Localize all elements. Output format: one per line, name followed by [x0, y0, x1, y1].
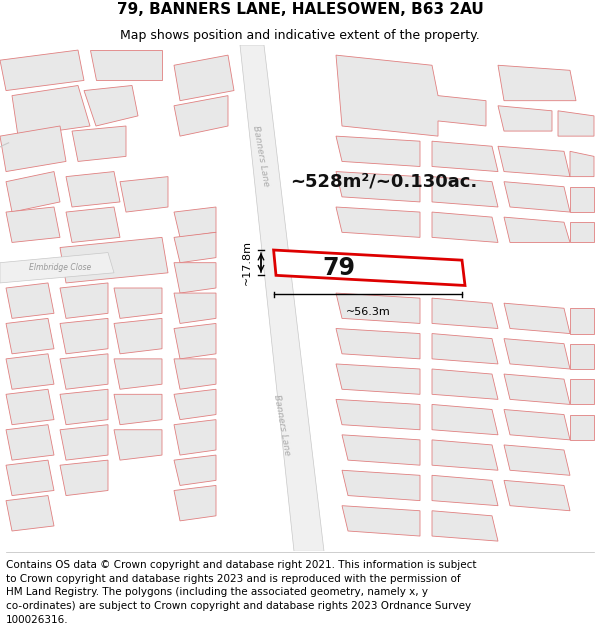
Polygon shape: [570, 414, 594, 440]
Polygon shape: [432, 404, 498, 435]
Polygon shape: [60, 238, 168, 283]
Polygon shape: [60, 318, 108, 354]
Polygon shape: [114, 288, 162, 318]
Polygon shape: [114, 359, 162, 389]
Polygon shape: [504, 217, 570, 242]
Polygon shape: [570, 344, 594, 369]
Polygon shape: [504, 445, 570, 475]
Polygon shape: [342, 435, 420, 465]
Polygon shape: [504, 409, 570, 440]
Polygon shape: [174, 486, 216, 521]
Polygon shape: [336, 55, 486, 136]
Polygon shape: [432, 511, 498, 541]
Polygon shape: [0, 126, 66, 171]
Polygon shape: [342, 506, 420, 536]
Text: 79, BANNERS LANE, HALESOWEN, B63 2AU: 79, BANNERS LANE, HALESOWEN, B63 2AU: [116, 2, 484, 18]
Polygon shape: [60, 283, 108, 318]
Polygon shape: [274, 250, 465, 286]
Polygon shape: [504, 182, 570, 212]
Polygon shape: [336, 329, 420, 359]
Polygon shape: [60, 460, 108, 496]
Polygon shape: [174, 262, 216, 293]
Polygon shape: [60, 354, 108, 389]
Text: ~17.8m: ~17.8m: [242, 240, 252, 285]
Polygon shape: [6, 496, 54, 531]
Polygon shape: [60, 425, 108, 460]
Polygon shape: [174, 293, 216, 324]
Polygon shape: [114, 394, 162, 425]
Polygon shape: [336, 207, 420, 238]
Polygon shape: [174, 389, 216, 419]
Polygon shape: [432, 475, 498, 506]
Polygon shape: [342, 470, 420, 501]
Polygon shape: [336, 171, 420, 202]
Polygon shape: [240, 45, 324, 551]
Polygon shape: [6, 318, 54, 354]
Polygon shape: [174, 207, 216, 238]
Text: co-ordinates) are subject to Crown copyright and database rights 2023 Ordnance S: co-ordinates) are subject to Crown copyr…: [6, 601, 471, 611]
Polygon shape: [90, 50, 162, 81]
Polygon shape: [6, 354, 54, 389]
Polygon shape: [174, 96, 228, 136]
Polygon shape: [432, 212, 498, 243]
Text: Banners Lane: Banners Lane: [272, 394, 292, 456]
Polygon shape: [336, 136, 420, 166]
Polygon shape: [570, 187, 594, 212]
Polygon shape: [570, 379, 594, 404]
Polygon shape: [498, 146, 570, 177]
Polygon shape: [6, 171, 60, 212]
Polygon shape: [432, 334, 498, 364]
Polygon shape: [6, 283, 54, 318]
Polygon shape: [336, 293, 420, 324]
Polygon shape: [498, 106, 552, 131]
Polygon shape: [498, 65, 576, 101]
Text: 79: 79: [323, 256, 355, 280]
Polygon shape: [174, 359, 216, 389]
Polygon shape: [504, 481, 570, 511]
Polygon shape: [174, 419, 216, 455]
Text: Elmbridge Close: Elmbridge Close: [29, 263, 91, 272]
Polygon shape: [504, 303, 570, 334]
Text: Contains OS data © Crown copyright and database right 2021. This information is : Contains OS data © Crown copyright and d…: [6, 560, 476, 570]
Text: ~56.3m: ~56.3m: [346, 307, 390, 317]
Polygon shape: [432, 298, 498, 329]
Text: 100026316.: 100026316.: [6, 614, 68, 624]
Polygon shape: [6, 389, 54, 425]
Polygon shape: [336, 399, 420, 430]
Polygon shape: [174, 55, 234, 101]
Polygon shape: [66, 207, 120, 242]
Polygon shape: [570, 151, 594, 177]
Polygon shape: [6, 460, 54, 496]
Polygon shape: [0, 50, 84, 91]
Text: ~528m²/~0.130ac.: ~528m²/~0.130ac.: [290, 173, 478, 191]
Polygon shape: [114, 318, 162, 354]
Text: HM Land Registry. The polygons (including the associated geometry, namely x, y: HM Land Registry. The polygons (includin…: [6, 588, 428, 598]
Polygon shape: [120, 177, 168, 212]
Polygon shape: [558, 111, 594, 136]
Polygon shape: [72, 126, 126, 161]
Polygon shape: [432, 440, 498, 470]
Polygon shape: [504, 374, 570, 404]
Polygon shape: [432, 141, 498, 171]
Polygon shape: [114, 430, 162, 460]
Polygon shape: [432, 369, 498, 399]
Polygon shape: [12, 86, 90, 136]
Polygon shape: [0, 253, 114, 283]
Polygon shape: [174, 324, 216, 359]
Text: to Crown copyright and database rights 2023 and is reproduced with the permissio: to Crown copyright and database rights 2…: [6, 574, 461, 584]
Polygon shape: [6, 207, 60, 242]
Polygon shape: [84, 86, 138, 126]
Polygon shape: [570, 308, 594, 334]
Polygon shape: [174, 232, 216, 262]
Polygon shape: [66, 171, 120, 207]
Text: Map shows position and indicative extent of the property.: Map shows position and indicative extent…: [120, 29, 480, 42]
Polygon shape: [60, 389, 108, 425]
Polygon shape: [432, 177, 498, 207]
Polygon shape: [336, 364, 420, 394]
Polygon shape: [570, 222, 594, 243]
Text: Banners Lane: Banners Lane: [251, 125, 271, 188]
Polygon shape: [174, 455, 216, 486]
Polygon shape: [6, 425, 54, 460]
Polygon shape: [504, 339, 570, 369]
